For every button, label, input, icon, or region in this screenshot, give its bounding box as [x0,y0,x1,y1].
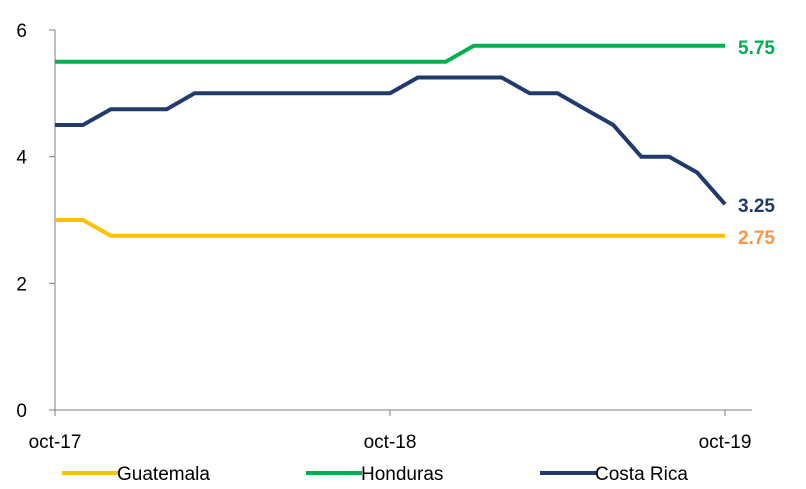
legend-item-honduras: Honduras [306,464,443,485]
series-line-costa-rica [55,75,727,206]
end-labels: 2.75 5.75 3.25 [738,38,775,249]
x-tick-label: oct-17 [29,432,82,453]
x-tick-label: oct-18 [364,432,417,453]
y-tick-label: 2 [16,274,27,295]
end-label-honduras: 5.75 [738,38,775,59]
legend-label-guatemala: Guatemala [117,464,210,485]
axes: 0 2 4 6 oct-17 oct-18 oct-19 [16,21,752,453]
legend: Guatemala Honduras Costa Rica [62,464,688,485]
x-tick-label: oct-19 [699,432,752,453]
series-line-guatemala [55,218,725,238]
legend-label-honduras: Honduras [361,464,443,485]
end-label-guatemala: 2.75 [738,228,775,249]
y-tick-label: 6 [16,21,27,42]
legend-item-guatemala: Guatemala [62,464,210,485]
y-tick-label: 4 [16,148,27,169]
legend-item-costa-rica: Costa Rica [540,464,688,485]
end-label-costa-rica: 3.25 [738,196,775,217]
series-line-honduras [55,43,725,64]
series-layer [55,43,727,238]
y-tick-label: 0 [16,401,27,422]
legend-label-costa-rica: Costa Rica [595,464,688,485]
